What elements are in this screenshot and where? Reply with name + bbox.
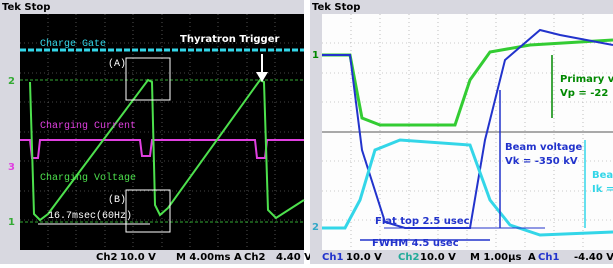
status: Ch2 [96, 252, 117, 263]
left-status: Ch2 10.0 V M 4.00ms A Ch2 4.40 V [96, 252, 312, 263]
status: M 4.00ms [176, 252, 231, 263]
left-header: Tek Stop [2, 2, 50, 13]
status: -4.40 V [574, 252, 613, 263]
status: 4.40 V [276, 252, 312, 263]
right-scope: Tek Stop Primary v Vp = -22 Beam voltage… [310, 0, 613, 264]
status: Ch2 [244, 252, 265, 263]
status: A [528, 252, 536, 263]
label: Charging Current [40, 120, 136, 132]
channel-marker: 1 [312, 50, 319, 61]
label: Thyratron Trigger [180, 34, 280, 45]
channel-marker: 3 [8, 162, 15, 173]
label: Primary v [560, 74, 613, 85]
status: Ch1 [538, 252, 559, 263]
right-header: Tek Stop [312, 2, 360, 13]
label: (A) [108, 58, 126, 70]
label: (B) [108, 194, 126, 206]
status: 10.0 V [346, 252, 382, 263]
label: FWHM 4.5 usec [372, 238, 459, 249]
label: Charge Gate [40, 38, 106, 50]
status: Ch2 [398, 252, 419, 263]
label: 16.7msec(60Hz) [48, 210, 132, 222]
label: Bea [592, 170, 613, 181]
channel-marker: 2 [8, 76, 15, 87]
channel-marker: 2 [312, 222, 319, 233]
scope-screens: Tek Stop Charge Gate Thyratron Trigger (… [0, 0, 613, 264]
status: 10.0 V [120, 252, 156, 263]
left-scope: Tek Stop Charge Gate Thyratron Trigger (… [0, 0, 312, 264]
label: Charging Voltage [40, 172, 136, 184]
label: Vk = -350 kV [505, 156, 578, 167]
status: 10.0 V [420, 252, 456, 263]
status: M 1.00µs [470, 252, 521, 263]
label: Vp = -22 [560, 88, 608, 99]
label: Beam voltage [505, 142, 583, 153]
channel-marker: 1 [8, 217, 15, 228]
label: Ik = [592, 184, 613, 195]
status: Ch1 [322, 252, 343, 263]
label: Flat top 2.5 usec [375, 216, 470, 227]
status: A [234, 252, 242, 263]
